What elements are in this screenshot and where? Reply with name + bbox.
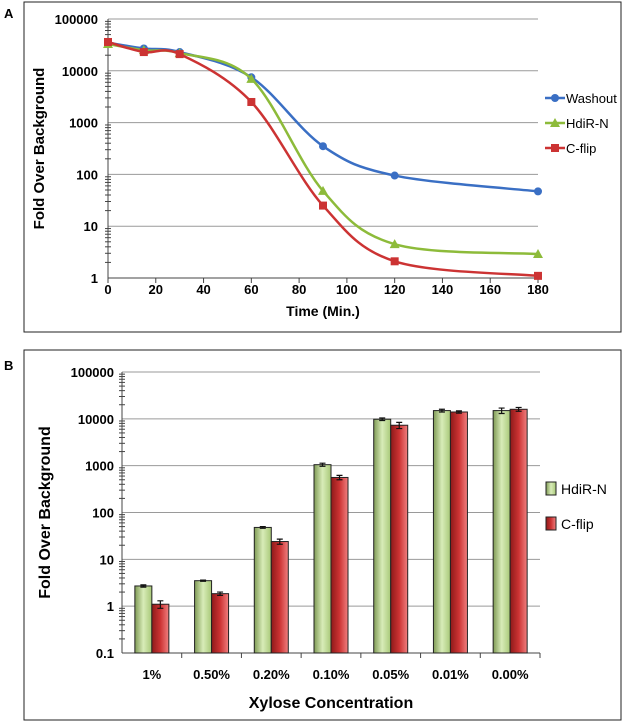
x-tick-label: 0.10% [313,667,350,682]
data-point [533,249,543,259]
data-point [319,201,327,210]
x-tick-label: 40 [196,282,210,297]
bar-HdiR-N [134,585,153,654]
data-point [139,48,148,57]
legend-label: HdiR-N [566,116,609,131]
x-tick-label: 0 [104,282,111,297]
panel-a-frame [23,1,622,333]
error-bar [379,417,386,422]
error-bar [455,410,462,414]
data-point [104,37,112,46]
series-line-HdiR-N [107,42,539,256]
legend-marker [551,94,559,102]
legend-swatch [545,516,557,531]
bar-HdiR-N [194,580,213,654]
error-bar [498,407,505,415]
y-tick-label: 100 [92,506,114,521]
data-point [389,239,400,249]
series-line-C-flip [107,40,539,278]
y-tick-label: 10 [84,219,98,234]
data-point [247,97,256,106]
data-point [319,142,327,151]
x-axis-title: Xylose Concentration [249,695,413,712]
x-tick-label: 60 [244,282,258,297]
bar-C-flip [509,408,528,654]
error-bar [276,538,283,545]
bar-C-flip [211,593,230,654]
y-tick-label: 0.1 [96,646,114,661]
data-point [390,257,399,266]
error-bar [259,525,266,529]
series-line-Washout [107,41,539,193]
y-tick-label: 10000 [62,64,98,79]
x-tick-label: 160 [479,282,501,297]
error-bar [319,462,326,467]
bar-C-flip [449,411,468,654]
panel-b-frame [23,349,622,721]
x-tick-label: 140 [432,282,454,297]
x-tick-label: 80 [292,282,306,297]
error-bar [217,591,224,596]
legend-marker [550,118,560,127]
error-bar [515,406,522,412]
error-bar [157,600,164,609]
y-tick-label: 1 [91,271,98,286]
x-tick-label: 0.50% [193,667,230,682]
data-point [534,187,542,196]
x-tick-label: 0.00% [492,667,529,682]
bar-HdiR-N [492,410,511,654]
x-tick-label: 120 [384,282,406,297]
data-point [318,185,328,195]
legend-label: Washout [566,91,617,106]
panel-label-b: B [4,358,13,373]
x-tick-label: 0.20% [253,667,290,682]
bar-C-flip [330,476,349,654]
y-tick-label: 100000 [55,12,98,27]
x-axis-title: Time (Min.) [286,303,360,319]
error-bar [396,421,403,430]
error-bar [438,408,445,413]
x-tick-label: 100 [336,282,358,297]
y-tick-label: 100 [76,167,98,182]
x-tick-label: 1% [142,667,161,682]
y-tick-label: 1000 [69,116,98,131]
legend-marker [551,144,559,152]
data-point [534,271,542,280]
legend-label: HdiR-N [561,481,607,497]
y-tick-label: 1000 [85,459,114,474]
bar-HdiR-N [373,418,392,654]
y-tick-label: 10000 [78,412,114,427]
x-tick-label: 180 [527,282,549,297]
data-point [246,73,257,83]
bar-C-flip [151,603,170,654]
y-axis-title: Fold Over Background [31,68,48,230]
y-tick-label: 10 [100,552,114,567]
panel-label-a: A [4,6,14,21]
bar-C-flip [390,424,409,654]
y-tick-label: 1 [107,599,114,614]
bar-C-flip [270,541,289,654]
legend-swatch [545,481,557,496]
x-tick-label: 0.05% [372,667,409,682]
legend-label: C-flip [561,516,594,532]
legend-label: C-flip [566,141,596,156]
y-axis-title: Fold Over Background [37,426,54,598]
error-bar [140,584,147,588]
bar-HdiR-N [432,410,451,654]
data-point [175,50,184,59]
error-bar [336,474,343,481]
data-point [390,171,399,180]
bar-HdiR-N [253,526,272,654]
x-tick-label: 20 [149,282,163,297]
error-bar [200,579,207,582]
bar-HdiR-N [313,464,332,654]
x-tick-label: 0.01% [432,667,469,682]
y-tick-label: 100000 [71,365,114,380]
